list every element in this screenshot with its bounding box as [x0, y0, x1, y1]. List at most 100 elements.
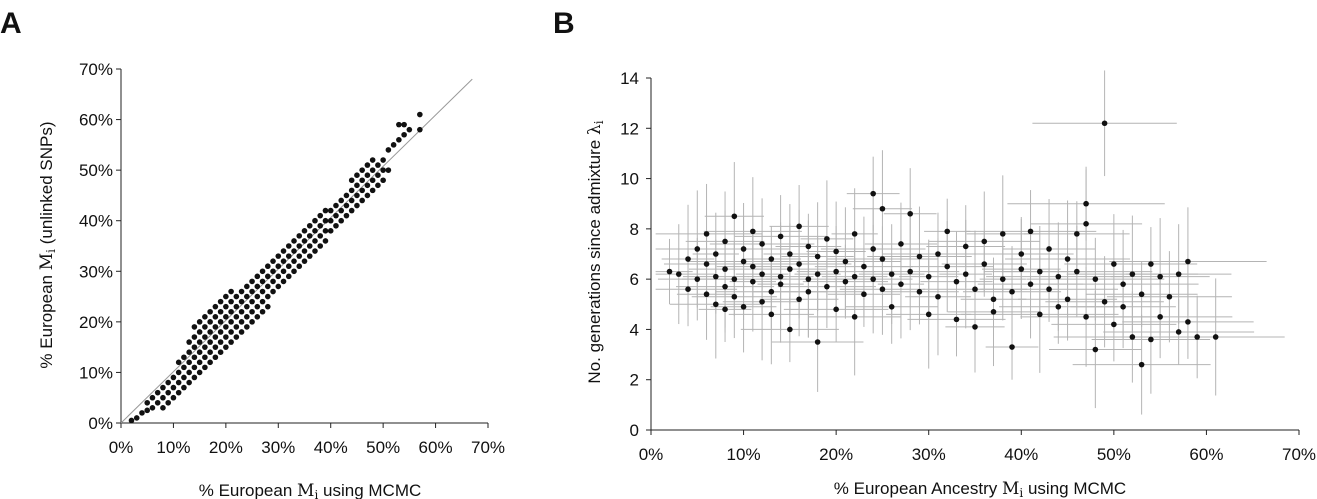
panel-b-x-tick-label: 70% — [1282, 445, 1316, 464]
panel-b-point — [1166, 293, 1173, 300]
panel-a-point — [312, 228, 318, 234]
panel-a-point — [369, 157, 376, 163]
panel-b-point — [1046, 286, 1052, 293]
panel-a-point — [196, 329, 203, 335]
panel-a-point — [244, 283, 250, 290]
panel-b-point — [814, 253, 821, 260]
panel-a-point — [275, 283, 282, 290]
panel-a-point — [265, 283, 271, 290]
panel-a-point — [217, 349, 224, 356]
panel-b-point — [851, 314, 858, 320]
panel-b-point — [703, 231, 710, 237]
panel-a-point — [354, 182, 360, 189]
panel-b-point — [962, 271, 969, 277]
panel-b-point — [879, 205, 886, 212]
panel-a-point — [207, 339, 213, 345]
panel-a-point — [202, 344, 208, 350]
panel-b-point — [990, 309, 997, 315]
panel-a-point — [285, 243, 292, 249]
panel-b-point — [833, 268, 839, 275]
panel-a-point — [259, 298, 266, 305]
panel-b-point — [972, 286, 978, 293]
panel-a-point — [333, 202, 339, 209]
panel-a-point — [196, 369, 203, 376]
panel-b-point — [879, 256, 886, 262]
panel-a-point — [191, 344, 198, 350]
panel-a-point — [327, 217, 334, 224]
panel-a-point — [223, 303, 229, 310]
panel-b-point — [1101, 120, 1108, 127]
panel-a-point — [396, 137, 402, 143]
panel-a-point — [312, 238, 318, 244]
panel-b-point — [981, 238, 988, 245]
panel-a-point — [238, 288, 245, 295]
panel-b-point — [1120, 304, 1126, 310]
panel-a-y-tick-labels: 0% 10% 20% 30% 40% 50% 60% 70% — [79, 60, 113, 433]
panel-b-x-tick-label: 10% — [727, 445, 761, 464]
panel-a-point — [233, 314, 240, 320]
panel-a-point — [217, 298, 224, 305]
panel-b-point — [1018, 266, 1025, 272]
panel-a-point — [212, 324, 219, 330]
panel-b-point — [703, 291, 710, 298]
panel-a-point — [191, 334, 198, 340]
panel-a-point — [348, 177, 355, 184]
panel-a-point — [202, 354, 208, 361]
panel-b-point — [916, 288, 923, 295]
panel-a-x-tick-label: 50% — [366, 438, 400, 457]
panel-a-point — [144, 407, 151, 414]
panel-b: B 0% 10% 20% 30% 40% 50% 60% 70% 0 2 4 6 8 10 12 14 % … — [553, 7, 1316, 499]
panel-b-point — [787, 266, 793, 272]
panel-a: A 0% 10% 20% 30% 40% 50% 60% 70% 0% 10% 20% 30% 40%… — [0, 7, 505, 499]
panel-a-point — [128, 417, 135, 424]
panel-a-point — [338, 197, 345, 204]
panel-a-point — [306, 233, 313, 239]
panel-a-point — [259, 288, 266, 295]
panel-a-x-tick-label: 20% — [209, 438, 243, 457]
panel-a-point — [285, 263, 292, 270]
panel-a-point — [348, 187, 355, 194]
panel-a-point — [364, 182, 371, 189]
panel-a-point — [186, 349, 192, 356]
panel-b-point — [777, 273, 784, 280]
panel-a-point — [244, 303, 250, 310]
panel-b-point — [1129, 334, 1136, 340]
panel-b-point — [740, 246, 747, 252]
panel-a-point — [322, 228, 329, 234]
panel-a-point — [359, 167, 365, 173]
panel-a-point — [317, 233, 324, 239]
panel-a-point — [296, 253, 303, 259]
panel-a-point — [217, 329, 224, 335]
panel-a-axes — [116, 68, 489, 428]
panel-a-point — [301, 238, 308, 244]
panel-b-error-bars — [655, 70, 1285, 415]
panel-a-point — [338, 217, 345, 224]
panel-b-point — [870, 190, 876, 197]
panel-b-points — [666, 120, 1219, 368]
panel-a-point — [244, 293, 250, 300]
panel-a-point — [170, 374, 177, 381]
panel-b-point — [1046, 246, 1052, 252]
panel-b-point — [740, 304, 747, 310]
panel-b-point — [1175, 271, 1182, 277]
panel-a-point — [196, 359, 203, 366]
panel-a-y-tick-label: 30% — [79, 262, 113, 281]
panel-a-point — [359, 187, 365, 194]
panel-a-point — [385, 147, 392, 153]
panel-b-point — [851, 273, 858, 280]
panel-a-point — [296, 233, 303, 239]
panel-a-y-tick-label: 60% — [79, 111, 113, 130]
panel-a-point — [154, 399, 161, 406]
panel-a-point — [280, 258, 287, 264]
panel-a-point — [354, 172, 360, 178]
panel-a-point — [207, 319, 213, 325]
panel-a-point — [291, 248, 297, 254]
panel-a-y-tick-label: 20% — [79, 313, 113, 332]
panel-a-point — [322, 207, 329, 214]
panel-b-point — [768, 256, 775, 262]
panel-a-point — [265, 263, 271, 270]
panel-a-point — [196, 319, 203, 325]
panel-b-point — [888, 271, 895, 277]
panel-a-point — [312, 217, 318, 224]
panel-b-y-tick-label: 0 — [630, 421, 639, 440]
